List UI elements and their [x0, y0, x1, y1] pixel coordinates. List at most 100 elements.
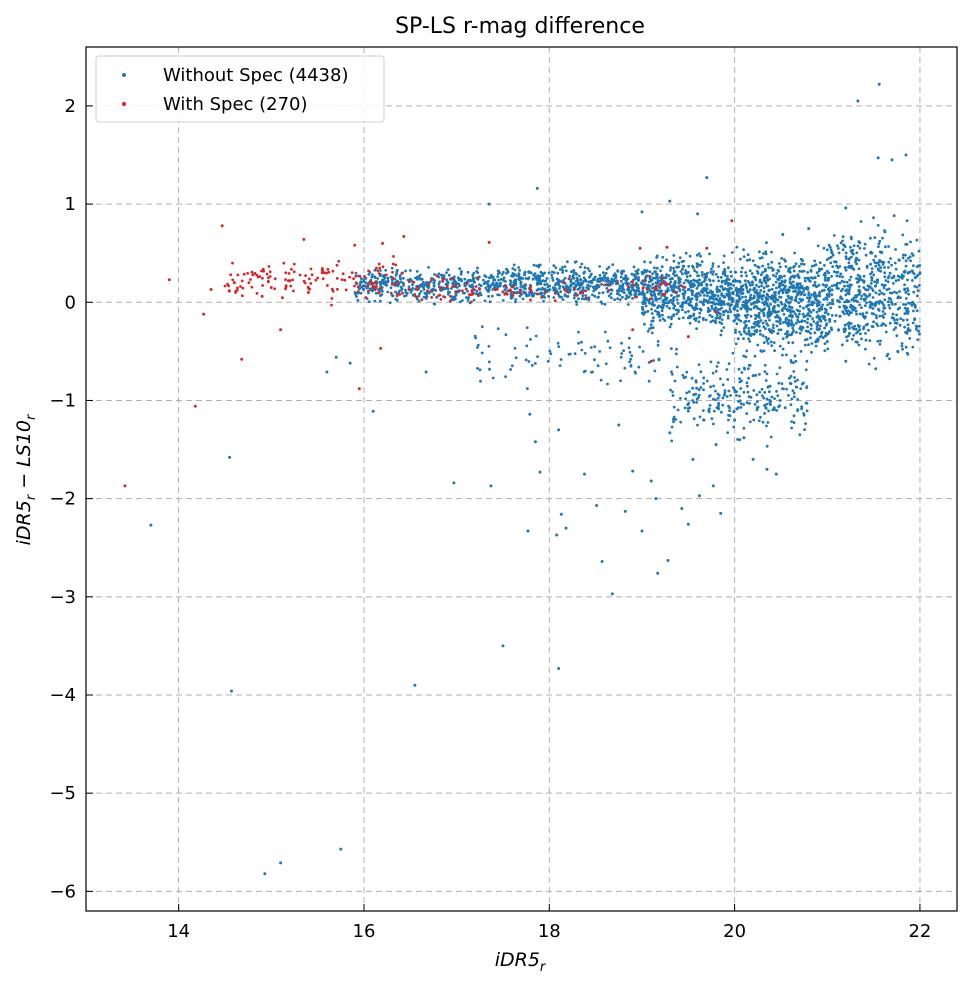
point-without-spec — [667, 274, 671, 278]
point-with-spec — [282, 261, 286, 265]
point-without-spec — [858, 277, 862, 281]
point-without-spec — [831, 265, 835, 269]
point-with-spec — [487, 240, 491, 244]
point-without-spec — [670, 372, 674, 376]
point-without-spec — [514, 298, 518, 301]
point-without-spec — [904, 297, 908, 300]
point-without-spec — [711, 371, 715, 375]
point-without-spec — [644, 304, 648, 308]
point-without-spec — [794, 295, 798, 299]
point-without-spec — [794, 321, 798, 325]
point-without-spec — [394, 280, 397, 284]
point-without-spec — [707, 291, 711, 295]
point-without-spec — [881, 236, 884, 240]
point-without-spec — [708, 278, 711, 281]
point-without-spec — [737, 313, 741, 317]
point-without-spec — [648, 301, 651, 305]
point-without-spec — [762, 396, 766, 400]
point-without-spec — [802, 290, 805, 293]
point-without-spec — [682, 297, 686, 300]
point-without-spec — [622, 349, 625, 352]
point-without-spec — [515, 286, 519, 290]
point-without-spec — [902, 303, 905, 306]
point-without-spec — [905, 219, 909, 223]
point-without-spec — [894, 326, 898, 329]
point-without-spec — [798, 433, 802, 437]
point-without-spec — [864, 253, 868, 257]
point-with-spec — [530, 290, 534, 294]
point-without-spec — [778, 399, 782, 402]
point-without-spec — [743, 314, 747, 317]
point-without-spec — [762, 290, 766, 294]
point-without-spec — [769, 403, 772, 406]
point-with-spec — [518, 288, 522, 292]
point-without-spec — [770, 260, 774, 264]
point-without-spec — [911, 254, 915, 257]
point-without-spec — [734, 328, 737, 332]
point-without-spec — [783, 274, 786, 278]
point-without-spec — [892, 282, 895, 285]
point-with-spec — [320, 271, 324, 275]
point-without-spec — [733, 270, 737, 274]
point-without-spec — [668, 199, 672, 203]
point-without-spec — [355, 295, 358, 298]
point-without-spec — [678, 256, 682, 259]
point-without-spec — [551, 276, 554, 280]
point-without-spec — [720, 299, 723, 303]
point-with-spec — [209, 288, 213, 291]
point-without-spec — [598, 280, 601, 283]
point-without-spec — [781, 291, 785, 295]
point-with-spec — [402, 235, 406, 238]
point-without-spec — [671, 417, 675, 421]
point-with-spec — [407, 288, 411, 291]
point-without-spec — [794, 312, 797, 316]
point-with-spec — [430, 278, 433, 282]
point-without-spec — [730, 287, 733, 290]
legend-label-without-spec: Without Spec (4438) — [163, 65, 348, 86]
point-without-spec — [732, 284, 736, 287]
point-without-spec — [746, 289, 749, 293]
point-without-spec — [892, 214, 896, 218]
point-without-spec — [902, 253, 905, 257]
point-without-spec — [725, 368, 729, 371]
point-without-spec — [765, 444, 769, 448]
point-without-spec — [452, 481, 456, 485]
point-without-spec — [508, 279, 512, 282]
point-without-spec — [812, 320, 816, 323]
point-without-spec — [769, 400, 772, 404]
point-with-spec — [449, 294, 452, 298]
point-without-spec — [766, 284, 770, 288]
point-without-spec — [758, 316, 761, 319]
point-without-spec — [425, 285, 429, 288]
points-layer — [123, 82, 922, 876]
point-without-spec — [750, 332, 754, 336]
point-without-spec — [882, 306, 886, 310]
point-without-spec — [805, 359, 809, 363]
point-without-spec — [620, 352, 624, 355]
point-without-spec — [724, 309, 728, 312]
point-without-spec — [717, 401, 720, 405]
point-without-spec — [826, 347, 830, 351]
point-without-spec — [693, 294, 697, 298]
point-without-spec — [721, 383, 725, 387]
point-without-spec — [442, 275, 446, 278]
point-without-spec — [505, 267, 508, 271]
point-without-spec — [354, 271, 358, 275]
point-without-spec — [698, 315, 701, 319]
point-without-spec — [669, 284, 673, 288]
point-without-spec — [486, 284, 490, 288]
point-without-spec — [794, 359, 798, 363]
point-without-spec — [781, 233, 785, 236]
point-without-spec — [692, 266, 695, 270]
point-without-spec — [681, 292, 685, 296]
point-without-spec — [493, 278, 497, 282]
point-without-spec — [519, 280, 523, 284]
point-without-spec — [425, 293, 428, 296]
point-without-spec — [772, 299, 776, 303]
point-without-spec — [854, 309, 858, 313]
point-without-spec — [643, 283, 647, 286]
point-without-spec — [864, 323, 868, 327]
point-without-spec — [358, 283, 362, 287]
point-without-spec — [764, 252, 768, 256]
point-without-spec — [557, 667, 561, 670]
